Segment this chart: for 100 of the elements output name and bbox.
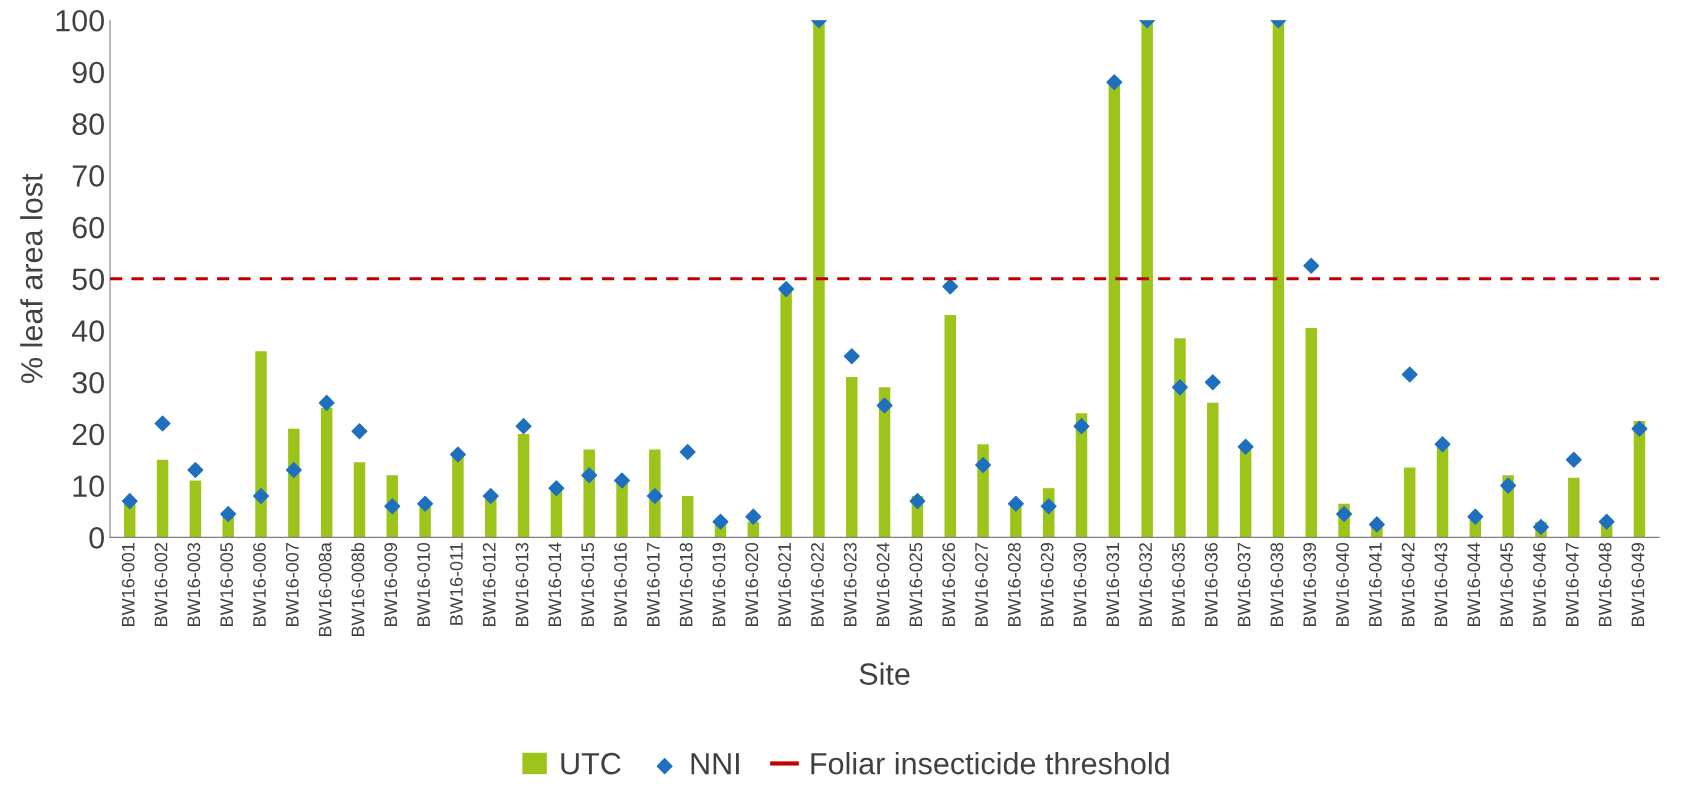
x-tick-label: BW16-047 — [1565, 543, 1579, 626]
y-tick-label: 50 — [72, 268, 104, 291]
bar — [452, 454, 464, 538]
x-tick-label: BW16-006 — [253, 542, 266, 626]
point — [351, 423, 368, 440]
x-tick-label: BW16-048 — [1598, 542, 1612, 626]
point — [1565, 451, 1582, 468]
point — [318, 394, 335, 411]
x-tick-label: BW16-021 — [778, 543, 791, 626]
x-tick-label: BW16-017 — [646, 543, 660, 626]
x-tick-label: BW16-031 — [1106, 543, 1120, 626]
point — [1598, 513, 1615, 530]
point — [1237, 438, 1254, 455]
point — [285, 462, 302, 479]
bar — [616, 480, 628, 538]
y-tick-label: 80 — [72, 113, 104, 135]
point — [975, 456, 992, 473]
bar — [255, 351, 267, 538]
point — [1631, 420, 1648, 437]
x-tick-label: BW16-030 — [1073, 542, 1087, 626]
x-tick-label: BW16-007 — [285, 543, 299, 626]
bar — [189, 480, 202, 538]
x-tick-label: BW16-009 — [384, 543, 398, 626]
bar — [517, 433, 530, 538]
legend-label: UTC — [561, 752, 621, 775]
point — [1401, 366, 1418, 383]
bar — [1239, 449, 1252, 538]
point — [1007, 495, 1024, 512]
x-tick-label: BW16-032 — [1139, 543, 1152, 626]
x-tick-label: BW16-049 — [1631, 543, 1645, 626]
point — [1336, 506, 1353, 523]
x-tick-label: BW16-010 — [417, 542, 430, 626]
bar — [156, 459, 169, 538]
point — [417, 495, 434, 512]
y-tick-label: 70 — [72, 165, 104, 187]
point — [646, 487, 663, 504]
point — [778, 281, 795, 298]
x-axis-title: Site — [859, 662, 910, 685]
x-tick-label: BW16-008b — [351, 542, 365, 637]
x-tick-label: BW16-025 — [909, 542, 923, 626]
x-tick-label: BW16-045 — [1500, 542, 1514, 626]
point — [581, 467, 598, 484]
legend-label: Foliar insecticide threshold — [811, 752, 1169, 775]
bar — [1272, 20, 1285, 538]
x-tick-label: BW16-039 — [1303, 543, 1317, 626]
point — [614, 472, 631, 489]
x-tick-label: BW16-024 — [876, 542, 890, 626]
y-tick-label: 40 — [71, 320, 104, 342]
bar — [1207, 402, 1219, 538]
bar — [681, 495, 694, 538]
point — [843, 348, 860, 365]
x-tick-label: BW16-040 — [1336, 542, 1349, 626]
bar — [1305, 327, 1317, 538]
bar — [1174, 338, 1186, 538]
bar — [846, 377, 858, 538]
x-tick-label: BW16-038 — [1270, 542, 1284, 626]
x-tick-label: BW16-044 — [1467, 542, 1481, 626]
y-tick-label: 20 — [72, 423, 104, 446]
x-tick-label: BW16-008a — [318, 542, 332, 637]
bar — [1108, 84, 1121, 538]
x-tick-label: BW16-014 — [548, 542, 562, 626]
x-tick-label: BW16-015 — [581, 542, 595, 626]
y-axis-title: % leaf area lost — [20, 173, 43, 383]
point — [1368, 516, 1385, 533]
x-tick-label: BW16-023 — [843, 542, 857, 626]
bar — [1141, 20, 1153, 538]
x-tick-label: BW16-001 — [121, 543, 135, 626]
x-tick-label: BW16-036 — [1204, 542, 1218, 626]
x-tick-label: BW16-013 — [515, 542, 529, 626]
point — [1073, 418, 1090, 435]
point — [712, 513, 729, 530]
point — [449, 446, 466, 463]
bar — [353, 462, 366, 538]
bar — [320, 408, 333, 538]
point — [1500, 477, 1517, 494]
point — [253, 487, 269, 504]
x-tick-label: BW16-020 — [745, 542, 759, 626]
bar — [1436, 446, 1449, 538]
x-tick-label: BW16-043 — [1434, 542, 1448, 626]
point — [1171, 379, 1188, 396]
x-tick-label: BW16-046 — [1533, 542, 1546, 626]
x-tick-label: BW16-037 — [1237, 543, 1251, 626]
point — [121, 493, 138, 510]
point — [384, 498, 401, 515]
bar — [813, 20, 825, 538]
y-tick-label: 0 — [89, 527, 104, 549]
x-tick-label: BW16-042 — [1401, 543, 1415, 626]
x-tick-label: BW16-018 — [679, 542, 693, 626]
x-tick-label: BW16-029 — [1040, 543, 1054, 626]
point — [1303, 257, 1320, 274]
point — [909, 493, 926, 510]
y-tick-label: 90 — [72, 61, 104, 84]
point — [745, 508, 762, 525]
y-tick-label: 30 — [72, 371, 104, 394]
legend-label: NNI — [691, 753, 739, 775]
x-tick-label: BW16-019 — [712, 543, 726, 626]
bar — [1568, 477, 1580, 538]
bar — [419, 506, 431, 538]
x-tick-label: BW16-022 — [811, 543, 824, 626]
y-tick-label: 60 — [72, 216, 104, 239]
